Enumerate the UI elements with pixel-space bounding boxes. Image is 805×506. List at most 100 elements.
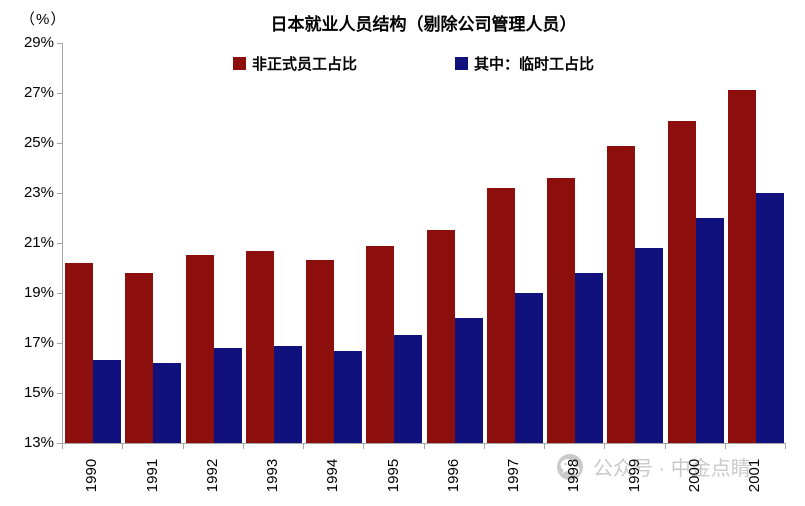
bar-blue-1996 [454, 318, 483, 443]
x-axis-tick [785, 444, 786, 449]
bar-red-1996 [426, 230, 455, 443]
bar-group-1991 [123, 43, 183, 443]
x-axis-tick [544, 444, 545, 449]
bar-group-1992 [184, 43, 244, 443]
x-axis-tick [62, 444, 63, 449]
x-axis-label-text: 1997 [505, 458, 523, 492]
bar-red-2000 [667, 120, 696, 443]
x-axis-tick [182, 444, 184, 449]
bar-red-1998 [547, 178, 576, 443]
y-axis-label-19: 19% [23, 284, 54, 301]
plot-area [62, 43, 786, 444]
bar-red-1995 [366, 245, 395, 443]
x-axis-tick [363, 444, 365, 449]
bar-red-1994 [306, 260, 335, 443]
bar-red-1999 [607, 145, 636, 443]
x-axis-label-text: 1993 [264, 458, 282, 492]
x-axis-tick [483, 444, 485, 449]
bar-red-1991 [125, 273, 154, 443]
bar-blue-1994 [334, 350, 363, 443]
x-axis-label-1995: 1995 [363, 448, 423, 502]
x-axis-label-1991: 1991 [122, 448, 182, 502]
y-axis-tick [57, 393, 63, 394]
legend-item-informal-employees: 非正式员工占比 [233, 53, 357, 74]
x-axis-label-1998: 1998 [544, 448, 604, 502]
x-axis-label-text: 1995 [384, 458, 402, 492]
bar-blue-1993 [273, 345, 302, 443]
y-axis-label-21: 21% [23, 234, 54, 251]
x-axis-label-1999: 1999 [604, 448, 664, 502]
y-axis-tick [57, 43, 63, 44]
bar-group-1993 [244, 43, 304, 443]
legend-label: 非正式员工占比 [252, 56, 358, 73]
legend-swatch-red [233, 57, 246, 70]
bar-blue-1990 [93, 360, 122, 443]
watermark: 公众号 · 中金点睛 [556, 452, 751, 481]
y-axis-label-25: 25% [23, 134, 54, 151]
y-axis-tick [57, 93, 63, 94]
bar-groups [63, 43, 786, 443]
legend-swatch-blue [455, 57, 468, 70]
y-axis-label-27: 27% [23, 84, 54, 101]
x-axis-label-2000: 2000 [665, 448, 725, 502]
x-axis-label-text: 1990 [83, 458, 101, 492]
x-axis-tick [303, 444, 304, 449]
x-axis-label-text: 1991 [143, 458, 161, 492]
bar-red-1997 [486, 188, 515, 443]
bar-red-2001 [727, 90, 756, 443]
bar-group-1997 [485, 43, 545, 443]
y-axis-label-23: 23% [23, 184, 54, 201]
y-axis-tick [57, 143, 63, 144]
y-axis-tick [57, 293, 63, 294]
y-axis-tick [57, 193, 63, 194]
bar-red-1990 [65, 263, 94, 443]
x-axis-label-text: 1999 [625, 458, 643, 492]
x-axis-label-1997: 1997 [484, 448, 544, 502]
x-axis-tick [604, 444, 606, 449]
y-axis-tick [57, 243, 63, 244]
bar-blue-2000 [695, 218, 724, 443]
y-axis-tick [57, 343, 63, 344]
y-axis-tick [57, 443, 63, 444]
x-axis-label-text: 1994 [324, 458, 342, 492]
x-axis-label-1992: 1992 [183, 448, 243, 502]
x-axis-label-1990: 1990 [62, 448, 122, 502]
x-axis-label-text: 1992 [204, 458, 222, 492]
bar-red-1993 [245, 250, 274, 443]
wechat-icon [557, 453, 583, 480]
bar-group-1999 [605, 43, 665, 443]
bar-blue-1995 [394, 335, 423, 443]
y-axis-label-15: 15% [23, 384, 54, 401]
y-axis-label-17: 17% [23, 334, 54, 351]
bar-group-1990 [63, 43, 123, 443]
bar-blue-1999 [635, 248, 664, 443]
x-axis-tick [122, 444, 124, 449]
x-axis-label-2001: 2001 [725, 448, 785, 502]
legend-item-temporary-workers: 其中：临时工占比 [455, 53, 594, 74]
bar-group-1996 [425, 43, 485, 443]
chart-title: 日本就业人员结构（剔除公司管理人员） [270, 15, 577, 34]
x-axis-label-text: 1996 [445, 458, 463, 492]
y-axis-label-29: 29% [23, 34, 54, 51]
x-axis-tick [242, 444, 244, 449]
x-axis-label-1993: 1993 [243, 448, 303, 502]
x-axis-tick [423, 444, 425, 449]
bar-group-1995 [364, 43, 424, 443]
y-axis-label-13: 13% [23, 434, 54, 451]
bar-group-2000 [666, 43, 726, 443]
x-axis-label-text: 2000 [686, 458, 704, 492]
x-axis-label-text: 2001 [746, 458, 764, 492]
bar-blue-1997 [514, 293, 543, 443]
bar-group-1994 [304, 43, 364, 443]
x-axis-tick [724, 444, 726, 449]
bar-blue-1991 [153, 363, 182, 443]
bar-blue-1998 [575, 273, 604, 443]
watermark-text: 公众号 · 中金点睛 [593, 458, 751, 480]
x-axis-tick [664, 444, 666, 449]
legend-label: 其中：临时工占比 [474, 56, 595, 73]
y-axis-unit-label: （%） [20, 11, 67, 28]
bar-blue-2001 [755, 193, 784, 443]
bar-blue-1992 [213, 348, 242, 443]
x-axis-label-1994: 1994 [303, 448, 363, 502]
